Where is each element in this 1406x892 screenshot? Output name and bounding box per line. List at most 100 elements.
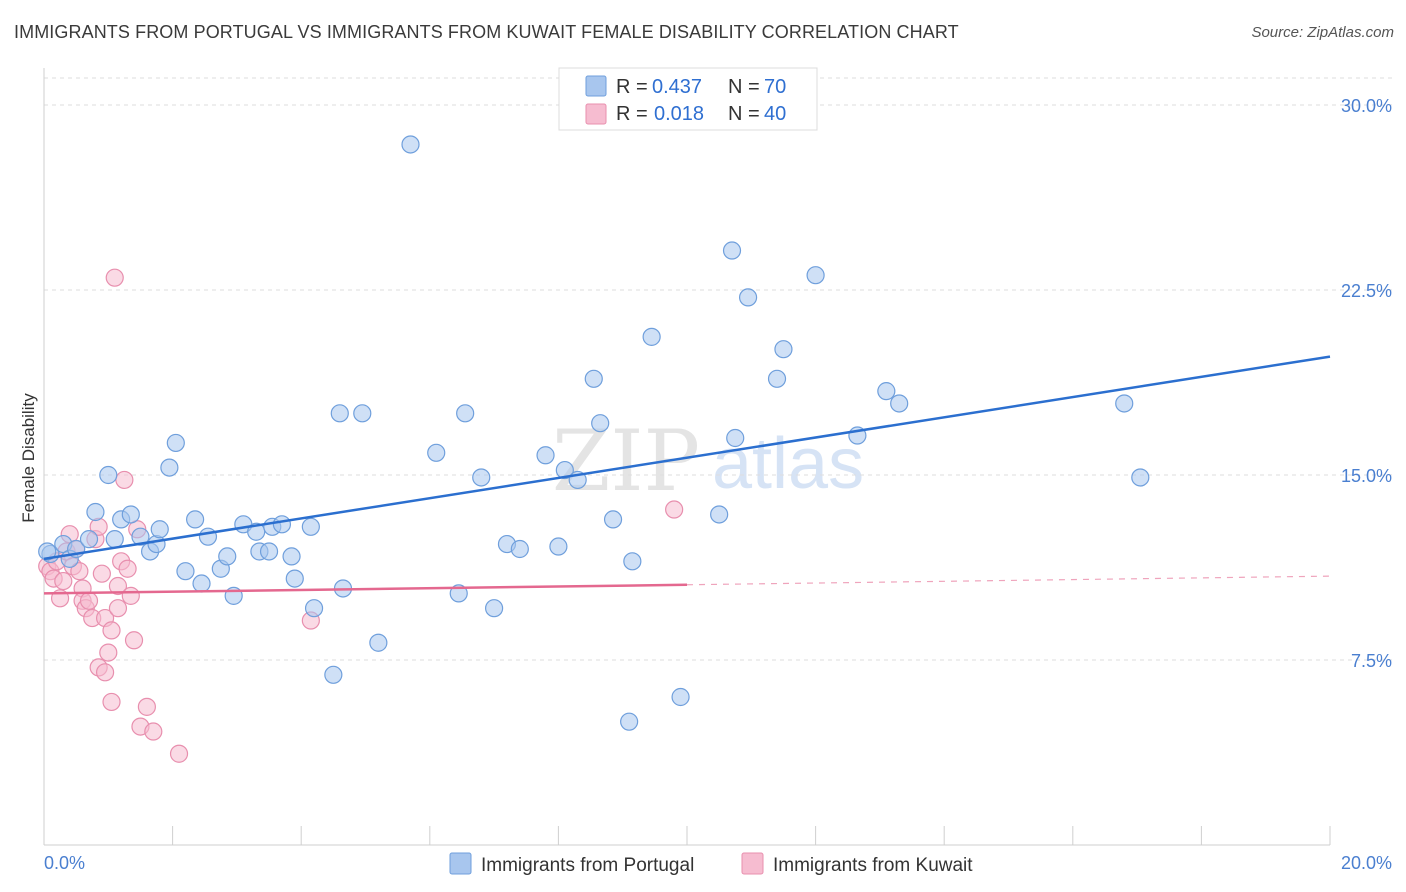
portugal-point <box>710 505 729 524</box>
portugal-point <box>218 547 237 566</box>
portugal-point <box>324 665 343 684</box>
legend-n-value-kuwait: 40 <box>764 103 786 125</box>
kuwait-point <box>108 599 128 618</box>
x-tick-label-min: 0.0% <box>44 853 85 873</box>
portugal-point <box>584 369 603 388</box>
portugal-point <box>456 404 475 423</box>
kuwait-point <box>115 470 134 490</box>
portugal-point <box>1131 468 1150 487</box>
y-tick-label: 30.0% <box>1341 96 1392 116</box>
kuwait-point <box>144 722 163 741</box>
portugal-point <box>449 584 468 603</box>
portugal-point <box>555 460 574 480</box>
legend-n-label-portugal: N = <box>728 76 760 98</box>
portugal-point <box>642 327 661 346</box>
portugal-point <box>86 502 105 522</box>
portugal-point <box>510 539 529 559</box>
chart-title: IMMIGRANTS FROM PORTUGAL VS IMMIGRANTS F… <box>14 22 959 42</box>
kuwait-point <box>102 621 121 640</box>
kuwait-trend-line-extrapolated <box>686 575 1331 586</box>
watermark-zip: ZIP <box>552 412 700 510</box>
kuwait-point <box>105 268 124 287</box>
portugal-point <box>105 530 124 549</box>
portugal-point <box>121 505 140 524</box>
bottom-legend-swatch-kuwait <box>741 852 764 875</box>
source-credit: Source: ZipAtlas.com <box>1251 24 1394 41</box>
y-axis-tick-labels: 7.5% 15.0% 22.5% 30.0% <box>1341 96 1392 671</box>
kuwait-point <box>169 744 189 763</box>
y-axis-label: Female Disability <box>19 393 38 523</box>
portugal-point <box>877 382 896 401</box>
portugal-point <box>282 547 301 566</box>
grid <box>44 77 1392 661</box>
portugal-point <box>301 517 320 536</box>
portugal-point <box>192 574 211 593</box>
legend-swatch-portugal <box>585 75 607 97</box>
kuwait-point <box>118 559 137 578</box>
portugal-point <box>150 520 169 539</box>
portugal-point <box>485 599 504 618</box>
portugal-point <box>722 241 742 260</box>
portugal-point <box>272 515 292 534</box>
portugal-point <box>166 433 185 453</box>
portugal-point <box>726 428 745 448</box>
portugal-point <box>330 404 349 423</box>
portugal-point <box>147 534 166 554</box>
portugal-point <box>131 527 150 546</box>
portugal-point <box>738 288 758 307</box>
legend-r-label-kuwait: R = <box>616 103 648 125</box>
legend-swatch-kuwait <box>585 103 607 125</box>
y-tick-label: 7.5% <box>1351 651 1392 671</box>
portugal-point <box>79 530 99 549</box>
y-tick-label: 22.5% <box>1341 281 1392 301</box>
legend-r-label-portugal: R = <box>616 76 648 98</box>
portugal-point <box>591 414 610 433</box>
bottom-legend-label-portugal: Immigrants from Portugal <box>481 855 694 876</box>
portugal-point <box>38 542 57 561</box>
portugal-point <box>353 404 372 423</box>
portugal-point <box>304 599 324 618</box>
portugal-point <box>472 468 491 487</box>
kuwait-point <box>95 663 115 682</box>
bottom-legend-swatch-portugal <box>449 852 472 875</box>
kuwait-point <box>99 643 118 662</box>
kuwait-point <box>108 576 128 596</box>
stats-legend: R = 0.437 N = 70 R = 0.018 N = 40 <box>558 67 818 131</box>
portugal-point <box>774 340 793 359</box>
kuwait-point <box>92 564 111 583</box>
portugal-point <box>1115 394 1134 413</box>
kuwait-point <box>121 586 140 605</box>
portugal-point <box>176 562 195 581</box>
portugal-point <box>160 458 179 477</box>
portugal-point <box>198 527 218 546</box>
portugal-point <box>603 510 623 529</box>
kuwait-point <box>70 562 89 581</box>
portugal-point <box>285 569 304 588</box>
portugal-point <box>620 712 639 731</box>
kuwait-point <box>79 591 99 610</box>
legend-n-label-kuwait: N = <box>728 103 760 125</box>
portugal-trend-line <box>43 355 1331 561</box>
x-tick-label-max: 20.0% <box>1341 853 1392 873</box>
portugal-point <box>99 465 118 485</box>
x-axis-ticks <box>43 826 1331 845</box>
y-tick-label: 15.0% <box>1341 466 1392 486</box>
kuwait-point <box>124 631 144 650</box>
kuwait-point <box>102 692 121 712</box>
series-legend: Immigrants from Portugal Immigrants from… <box>449 852 973 876</box>
portugal-point <box>186 510 205 529</box>
portugal-point <box>623 552 642 571</box>
legend-n-value-portugal: 70 <box>764 76 786 98</box>
portugal-point <box>806 266 825 285</box>
portugal-point <box>401 135 420 154</box>
portugal-point <box>767 369 787 388</box>
kuwait-point <box>665 500 684 519</box>
kuwait-point <box>54 571 73 591</box>
kuwait-trend-line <box>43 583 688 595</box>
portugal-point <box>369 633 388 652</box>
bottom-legend-label-kuwait: Immigrants from Kuwait <box>773 855 973 876</box>
trend-lines <box>43 355 1331 595</box>
legend-r-value-kuwait: 0.018 <box>654 103 704 125</box>
legend-r-value-portugal: 0.437 <box>652 76 702 98</box>
